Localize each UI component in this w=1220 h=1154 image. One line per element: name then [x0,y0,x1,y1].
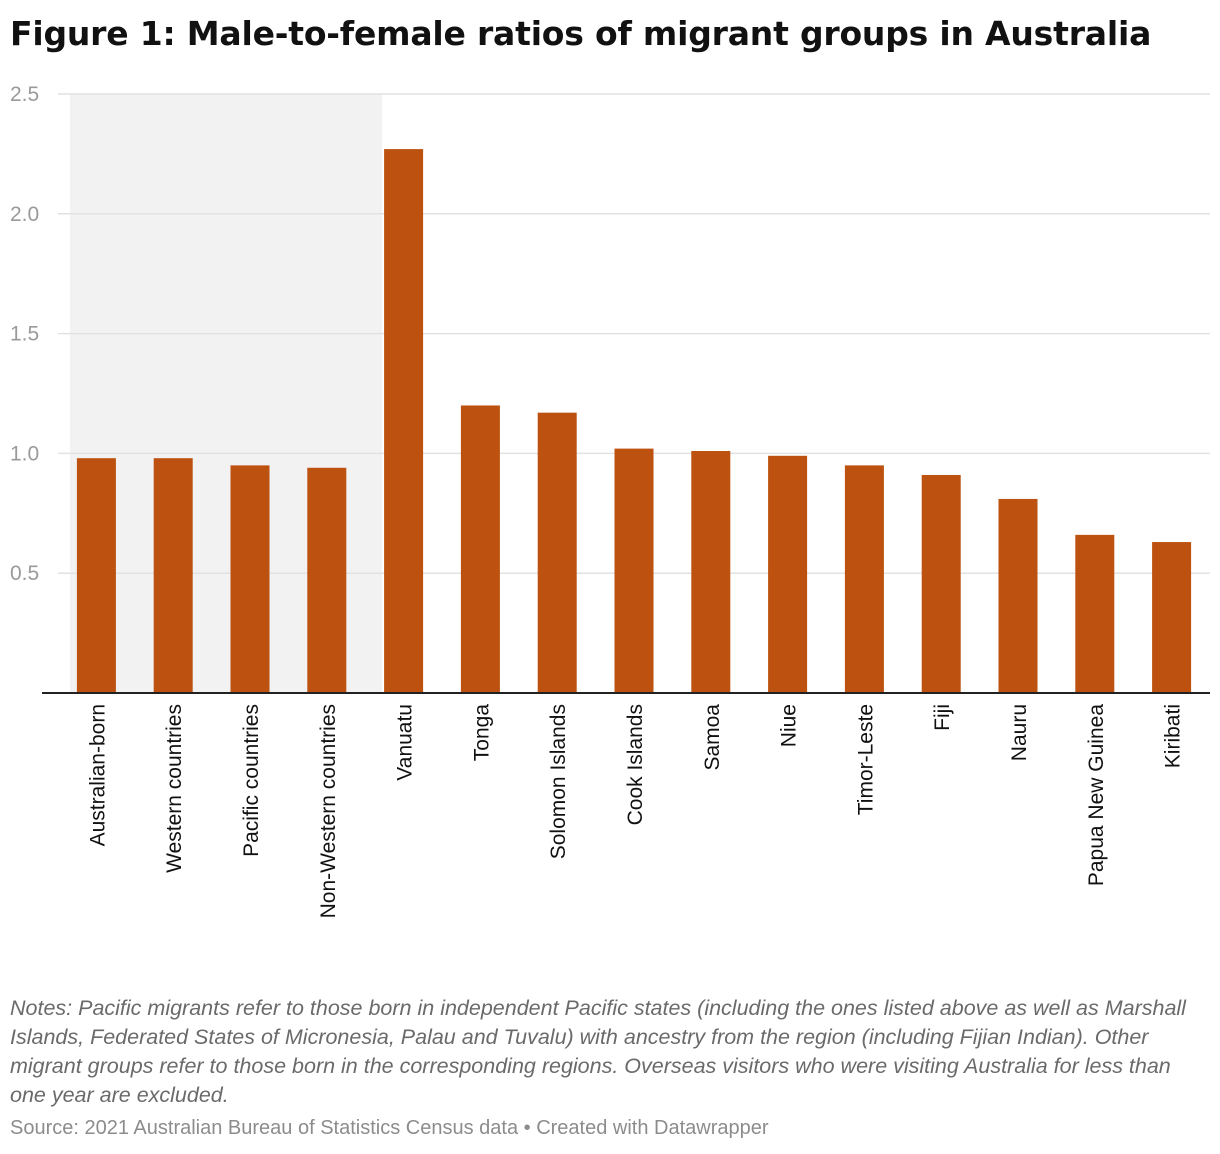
x-category-label: Australian-born [86,704,109,846]
x-category-label: Cook Islands [624,704,647,825]
bar [307,467,347,693]
y-tick-label: 1.0 [10,442,39,465]
chart-title: Figure 1: Male-to-female ratios of migra… [10,14,1152,53]
bar [768,455,808,693]
bar [460,405,500,693]
bar-chart: 0.5 1.0 1.5 2.0 2.5 Australian-born Western c… [10,83,1210,919]
x-category-label: Kiribati [1162,704,1185,768]
x-category-label: Papua New Guinea [1085,704,1108,886]
bar [614,448,654,693]
chart-notes: Notes: Pacific migrants refer to those b… [10,996,1186,1107]
chart-source: Source: 2021 Australian Bureau of Statis… [10,1117,769,1139]
bar [230,465,270,693]
x-category-label: Nauru [1008,704,1031,761]
y-tick-label: 2.0 [10,203,39,226]
x-category-label: Non-Western countries [317,704,340,918]
x-category-label: Niue [778,704,801,747]
bar [921,474,961,693]
bar [844,465,884,693]
bar [1075,534,1115,693]
bar [537,412,577,693]
bar [384,149,424,693]
x-category-label: Fiji [931,704,954,731]
bar [998,498,1038,693]
x-category-label: Samoa [701,704,724,771]
y-tick-label: 1.5 [10,323,39,346]
x-category-label: Solomon Islands [547,704,570,859]
bars [76,149,1192,693]
bar [691,451,731,693]
y-tick-label: 2.5 [10,83,39,106]
x-category-label: Vanuatu [394,704,417,781]
bar [76,458,116,693]
x-category-label: Tonga [470,704,493,762]
category-labels: Australian-born Western countries Pacific … [86,704,1184,919]
x-category-label: Pacific countries [240,704,263,857]
x-category-label: Western countries [163,704,186,873]
bar [1152,542,1192,693]
y-tick-label: 0.5 [10,562,39,585]
bar [153,458,193,693]
x-category-label: Timor-Leste [854,704,877,815]
